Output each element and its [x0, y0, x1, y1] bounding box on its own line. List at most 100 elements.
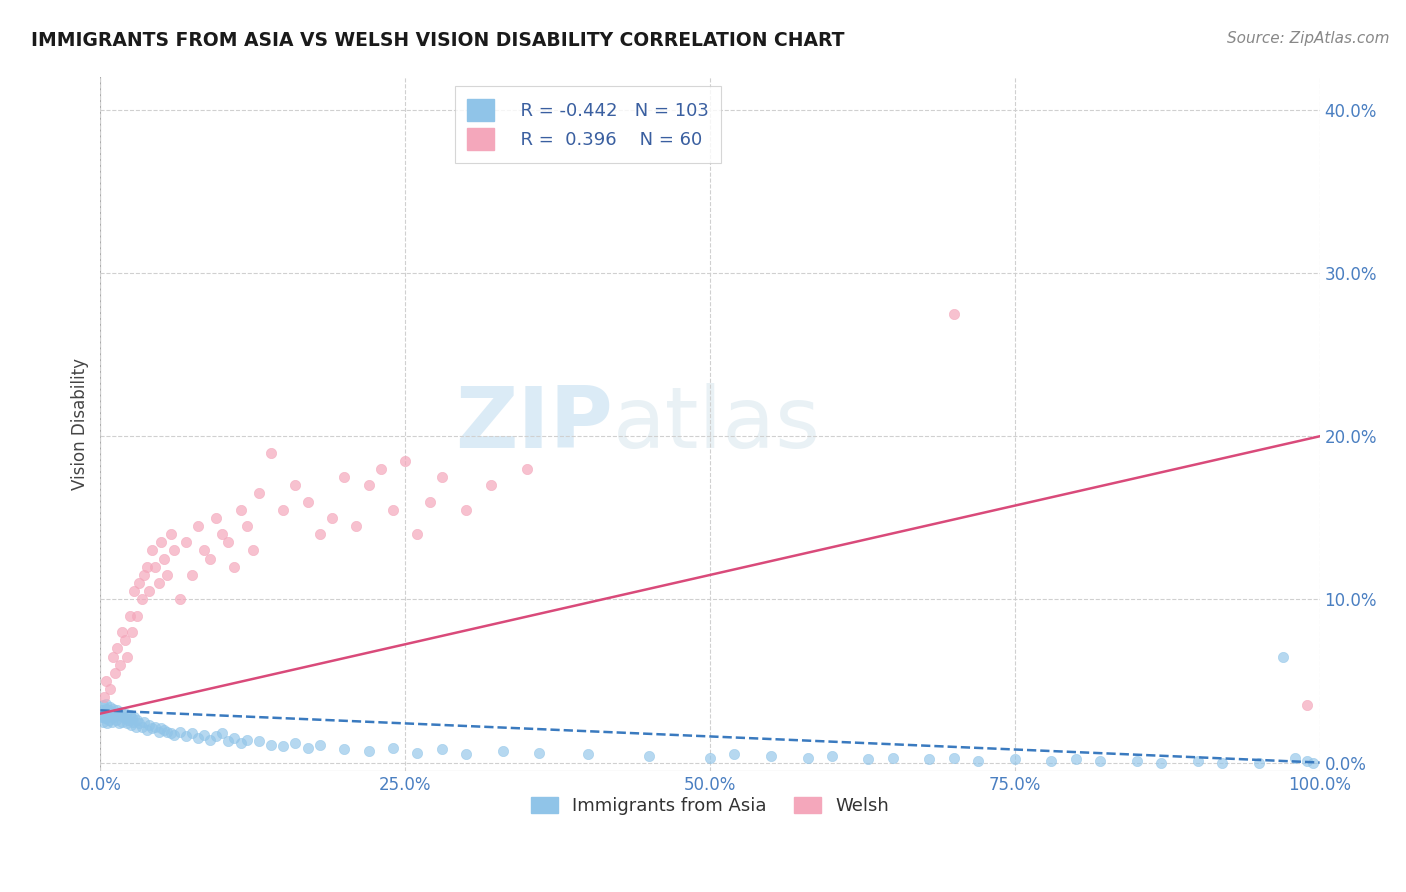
Point — [148, 724, 170, 739]
Point — [333, 470, 356, 484]
Point — [193, 728, 215, 742]
Point — [235, 519, 257, 533]
Point — [1088, 754, 1111, 768]
Point — [247, 734, 270, 748]
Point — [1040, 754, 1063, 768]
Point — [723, 747, 745, 762]
Point — [308, 738, 330, 752]
Point — [108, 708, 131, 723]
Point — [94, 702, 117, 716]
Point — [148, 576, 170, 591]
Point — [112, 710, 135, 724]
Point — [97, 710, 120, 724]
Point — [430, 470, 453, 484]
Point — [1247, 756, 1270, 770]
Point — [111, 625, 134, 640]
Point — [1296, 698, 1319, 713]
Point — [205, 730, 228, 744]
Text: Source: ZipAtlas.com: Source: ZipAtlas.com — [1226, 31, 1389, 46]
Point — [160, 527, 183, 541]
Point — [492, 744, 515, 758]
Point — [224, 559, 246, 574]
Point — [308, 527, 330, 541]
Point — [529, 746, 551, 760]
Point — [370, 462, 392, 476]
Point — [138, 718, 160, 732]
Point — [131, 720, 153, 734]
Point — [152, 551, 174, 566]
Point — [141, 543, 163, 558]
Point — [576, 747, 599, 762]
Point — [156, 568, 179, 582]
Point — [104, 706, 127, 721]
Point — [1211, 756, 1233, 770]
Point — [143, 559, 166, 574]
Point — [1150, 756, 1173, 770]
Point — [260, 445, 283, 459]
Point — [107, 641, 129, 656]
Point — [224, 731, 246, 745]
Point — [297, 494, 319, 508]
Point — [100, 705, 122, 719]
Point — [394, 454, 416, 468]
Point — [107, 703, 129, 717]
Point — [101, 649, 124, 664]
Point — [284, 478, 307, 492]
Point — [174, 730, 197, 744]
Point — [114, 633, 136, 648]
Point — [128, 716, 150, 731]
Point — [93, 708, 115, 723]
Point — [271, 502, 294, 516]
Point — [242, 543, 264, 558]
Point — [124, 710, 146, 724]
Point — [180, 568, 202, 582]
Point — [638, 749, 661, 764]
Point — [187, 519, 209, 533]
Point — [456, 747, 478, 762]
Point — [93, 698, 115, 713]
Point — [98, 713, 121, 727]
Point — [125, 713, 148, 727]
Point — [138, 584, 160, 599]
Point — [115, 649, 138, 664]
Point — [91, 703, 114, 717]
Point — [143, 720, 166, 734]
Point — [104, 665, 127, 680]
Point — [91, 714, 114, 729]
Text: ZIP: ZIP — [454, 383, 613, 466]
Point — [381, 502, 404, 516]
Point — [141, 721, 163, 735]
Point — [456, 502, 478, 516]
Point — [110, 705, 132, 719]
Point — [1125, 754, 1147, 768]
Point — [118, 708, 141, 723]
Point — [162, 543, 184, 558]
Point — [217, 535, 239, 549]
Point — [122, 714, 145, 729]
Point — [229, 736, 252, 750]
Point — [97, 706, 120, 721]
Point — [135, 723, 157, 737]
Point — [96, 673, 118, 688]
Point — [699, 750, 721, 764]
Point — [134, 714, 156, 729]
Point — [297, 740, 319, 755]
Point — [118, 608, 141, 623]
Point — [858, 752, 880, 766]
Point — [942, 307, 965, 321]
Point — [97, 703, 120, 717]
Point — [419, 494, 441, 508]
Point — [406, 746, 429, 760]
Point — [516, 462, 538, 476]
Point — [217, 734, 239, 748]
Point — [93, 705, 115, 719]
Point — [882, 750, 904, 764]
Point — [135, 559, 157, 574]
Point — [479, 478, 502, 492]
Text: atlas: atlas — [613, 383, 821, 466]
Point — [918, 752, 941, 766]
Point — [229, 502, 252, 516]
Point — [247, 486, 270, 500]
Y-axis label: Vision Disability: Vision Disability — [72, 358, 89, 490]
Point — [1064, 752, 1087, 766]
